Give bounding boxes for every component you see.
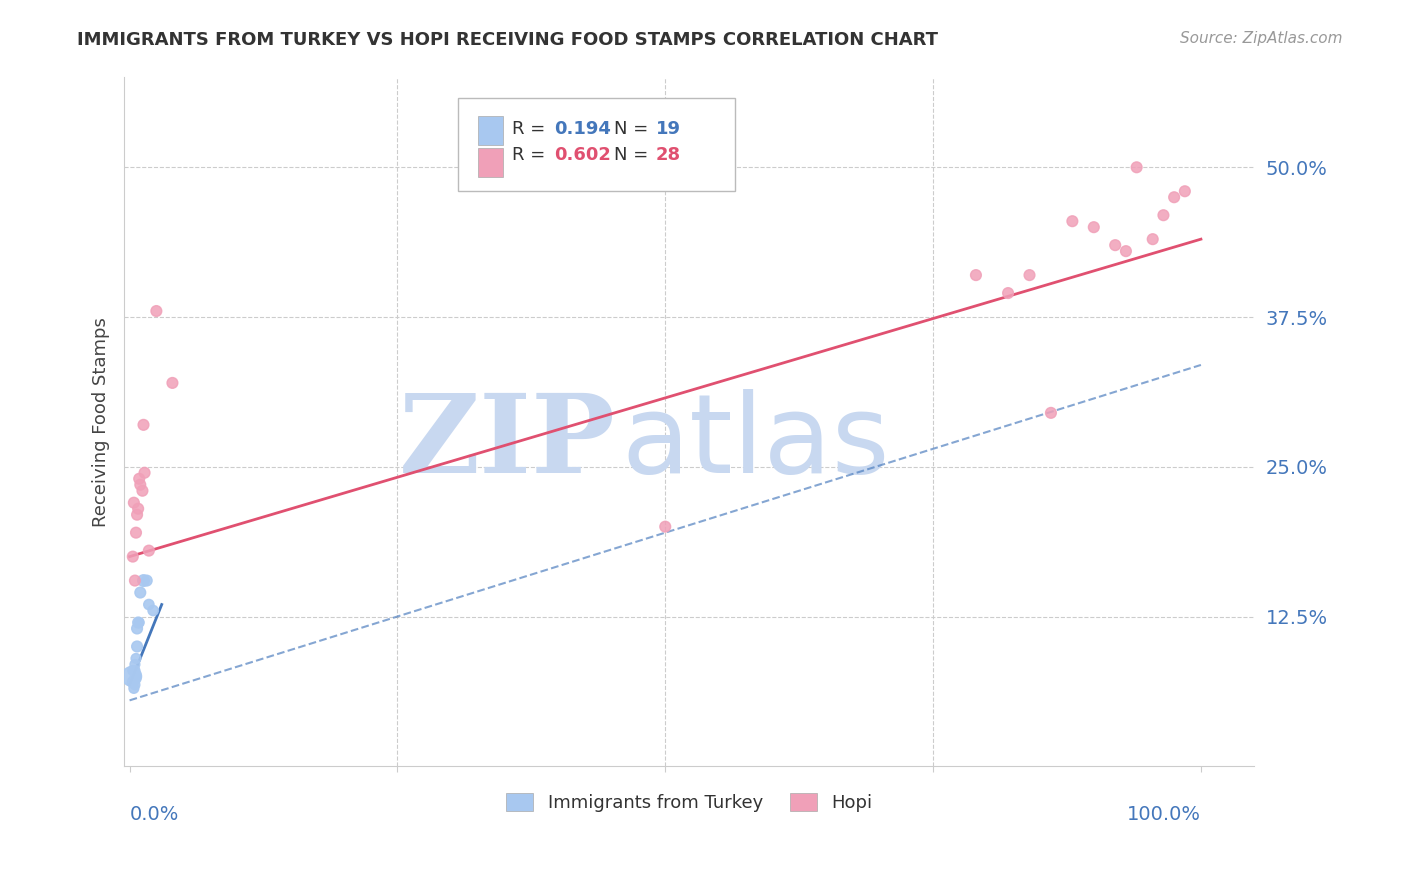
Point (654, 519, 676, 533)
Y-axis label: Receiving Food Stamps: Receiving Food Stamps (93, 317, 110, 527)
Text: 0.602: 0.602 (554, 146, 610, 164)
Text: atlas: atlas (621, 389, 890, 496)
Text: IMMIGRANTS FROM TURKEY VS HOPI RECEIVING FOOD STAMPS CORRELATION CHART: IMMIGRANTS FROM TURKEY VS HOPI RECEIVING… (77, 31, 938, 49)
Point (127, 501, 149, 516)
Text: R =: R = (512, 120, 551, 138)
Legend: Immigrants from Turkey, Hopi: Immigrants from Turkey, Hopi (499, 786, 880, 819)
Point (124, 664, 146, 678)
Point (129, 585, 152, 599)
Point (125, 651, 148, 665)
Point (1104, 238, 1126, 252)
Point (125, 669, 148, 683)
Text: N =: N = (613, 120, 654, 138)
Text: 28: 28 (655, 146, 681, 164)
Point (122, 673, 145, 687)
Point (162, 376, 184, 390)
Point (124, 678, 146, 692)
Point (138, 598, 160, 612)
Point (125, 508, 148, 522)
Text: N =: N = (613, 146, 654, 164)
Point (121, 669, 143, 683)
Point (125, 622, 148, 636)
Text: Source: ZipAtlas.com: Source: ZipAtlas.com (1180, 31, 1343, 46)
Point (1062, 214, 1084, 228)
Point (121, 549, 143, 564)
Point (1115, 244, 1137, 259)
Point (129, 477, 152, 491)
Text: 19: 19 (655, 120, 681, 138)
Text: 0.194: 0.194 (554, 120, 610, 138)
Point (1152, 208, 1174, 222)
FancyBboxPatch shape (478, 148, 503, 178)
Point (122, 681, 145, 696)
Point (1163, 190, 1185, 204)
FancyBboxPatch shape (478, 116, 503, 145)
Point (128, 472, 150, 486)
FancyBboxPatch shape (457, 98, 734, 191)
Point (1142, 232, 1164, 246)
Point (1174, 184, 1197, 198)
Point (121, 675, 143, 690)
Point (135, 574, 157, 588)
Point (132, 417, 155, 432)
Point (131, 483, 153, 498)
Point (138, 543, 160, 558)
Point (1125, 161, 1147, 175)
Text: 0.0%: 0.0% (129, 805, 179, 823)
Point (124, 574, 146, 588)
Point (132, 574, 155, 588)
Point (122, 496, 145, 510)
Point (1018, 268, 1040, 282)
Text: R =: R = (512, 146, 551, 164)
Text: ZIP: ZIP (399, 389, 616, 496)
Point (125, 640, 148, 654)
Point (997, 286, 1019, 301)
Point (965, 268, 987, 282)
Point (127, 615, 149, 630)
Point (145, 304, 167, 318)
Point (134, 466, 156, 480)
Point (142, 603, 165, 617)
Text: 100.0%: 100.0% (1128, 805, 1201, 823)
Point (125, 525, 148, 540)
Point (124, 657, 146, 672)
Point (128, 615, 150, 630)
Point (121, 664, 143, 678)
Point (1083, 220, 1105, 235)
Point (1039, 406, 1062, 420)
